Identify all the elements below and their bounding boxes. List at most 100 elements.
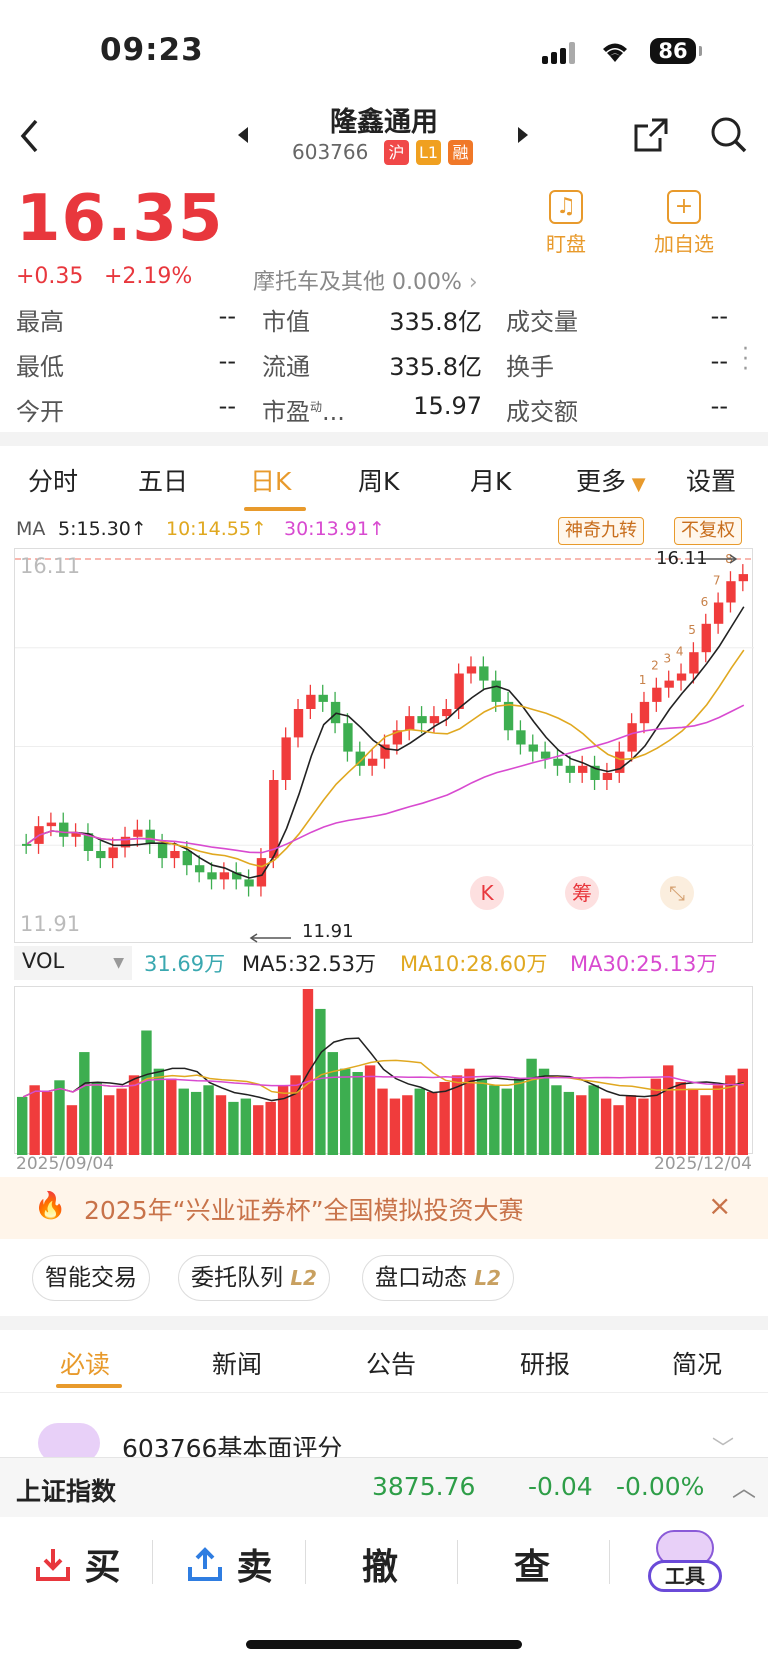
candle bbox=[701, 623, 711, 653]
vol-selector[interactable]: VOL ▼ bbox=[14, 946, 132, 980]
volume-bar bbox=[501, 1088, 512, 1155]
tab-must-read[interactable]: 必读 bbox=[60, 1350, 111, 1379]
stat-low-value: -- bbox=[218, 347, 236, 375]
index-bar[interactable]: 上证指数 3875.76 -0.04 -0.00% ︿ bbox=[0, 1457, 768, 1517]
search-icon[interactable] bbox=[710, 116, 748, 154]
candle bbox=[664, 680, 674, 688]
tab-daily-k[interactable]: 日K bbox=[250, 467, 292, 496]
add-watchlist-button[interactable]: + 加自选 bbox=[654, 190, 714, 257]
candle bbox=[602, 772, 613, 780]
axis-bottom-label: 11.91 bbox=[20, 912, 81, 936]
ma30-value: 30:13.91↑ bbox=[284, 518, 385, 540]
vol-ma30: MA30:25.13万 bbox=[570, 952, 718, 976]
high-label: 16.11 bbox=[656, 548, 708, 569]
candle bbox=[429, 716, 440, 724]
expand-icon[interactable]: ⤡ bbox=[660, 876, 694, 910]
candle bbox=[355, 751, 365, 766]
tools-button[interactable]: 工具 bbox=[648, 1530, 722, 1596]
candle bbox=[540, 751, 551, 759]
volume-bar bbox=[265, 1101, 276, 1155]
stat-volume-label: 成交量 bbox=[506, 308, 578, 336]
fundamental-item[interactable]: 603766基本面评分 ﹀ bbox=[0, 1393, 768, 1457]
stat-amount-value: -- bbox=[710, 392, 728, 420]
candle bbox=[442, 709, 452, 717]
watch-button[interactable]: ♫ 盯盘 bbox=[546, 190, 586, 257]
fire-icon: 🔥 bbox=[34, 1191, 67, 1221]
promo-banner[interactable]: 🔥 2025年“兴业证券杯”全国模拟投资大赛 × bbox=[0, 1177, 768, 1239]
candle bbox=[269, 780, 279, 859]
low-arrow-head bbox=[249, 933, 258, 943]
stat-turnover-label: 换手 bbox=[506, 353, 554, 381]
candle bbox=[219, 872, 230, 880]
tab-intraday[interactable]: 分时 bbox=[28, 467, 79, 496]
volume-bar bbox=[91, 1081, 102, 1155]
axis-top-label: 16.11 bbox=[20, 554, 81, 578]
candle bbox=[108, 847, 118, 859]
candle bbox=[207, 872, 217, 880]
chevron-up-icon: ︿ bbox=[732, 1474, 756, 1502]
divider bbox=[457, 1540, 458, 1584]
tab-news[interactable]: 新闻 bbox=[212, 1350, 263, 1379]
vol-ma-line bbox=[22, 1075, 744, 1098]
nine-turn-mark: 7 bbox=[713, 574, 721, 588]
dropdown-triangle-icon: ▼ bbox=[626, 474, 646, 495]
date-end: 2025/12/04 bbox=[654, 1154, 752, 1174]
back-icon[interactable] bbox=[18, 118, 42, 154]
volume-bar bbox=[277, 1085, 289, 1155]
sell-button[interactable]: 卖 bbox=[186, 1538, 273, 1590]
volume-bar bbox=[402, 1095, 413, 1155]
candle bbox=[553, 758, 563, 766]
chip-marker[interactable]: 筹 bbox=[565, 876, 599, 910]
smart-trade-button[interactable]: 智能交易 bbox=[32, 1255, 150, 1301]
tab-profile[interactable]: 简况 bbox=[672, 1350, 723, 1379]
k-marker[interactable]: K bbox=[470, 876, 504, 910]
chevron-down-icon: ﹀ bbox=[712, 1437, 735, 1457]
order-queue-button[interactable]: 委托队列 L2 bbox=[178, 1255, 330, 1301]
next-stock-icon[interactable] bbox=[516, 126, 530, 144]
tab-more[interactable]: 更多 ▼ bbox=[576, 467, 646, 496]
candle bbox=[133, 829, 143, 837]
prev-stock-icon[interactable] bbox=[236, 126, 250, 144]
volume-bar bbox=[253, 1105, 264, 1155]
volume-bar bbox=[166, 1078, 177, 1155]
stock-name: 隆鑫通用 bbox=[330, 107, 438, 138]
vol-ma5: MA5:32.53万 bbox=[242, 952, 377, 976]
tab-settings[interactable]: 设置 bbox=[686, 467, 737, 496]
nine-turn-button[interactable]: 神奇九转 bbox=[558, 517, 644, 545]
candle bbox=[83, 833, 94, 851]
stat-volume-value: -- bbox=[710, 302, 728, 330]
volume-bar bbox=[414, 1088, 425, 1155]
buy-button[interactable]: 买 bbox=[34, 1538, 121, 1590]
tab-weekly-k[interactable]: 周K bbox=[358, 467, 400, 496]
candle bbox=[652, 687, 662, 702]
share-icon[interactable] bbox=[632, 116, 670, 154]
volume-bar bbox=[464, 1068, 475, 1155]
volume-bar bbox=[576, 1095, 587, 1155]
ma-label: MA bbox=[16, 518, 46, 540]
tab-five-day[interactable]: 五日 bbox=[138, 467, 189, 496]
volume-bar bbox=[215, 1095, 227, 1155]
volume-bar bbox=[340, 1068, 351, 1155]
query-button[interactable]: 查 bbox=[514, 1547, 551, 1588]
volume-bar bbox=[389, 1098, 401, 1155]
tab-research[interactable]: 研报 bbox=[520, 1350, 571, 1379]
bell-icon: ♫ bbox=[549, 190, 583, 224]
candle bbox=[244, 879, 254, 887]
tab-announcements[interactable]: 公告 bbox=[366, 1350, 417, 1379]
stat-open-label: 今开 bbox=[16, 398, 64, 426]
candle bbox=[145, 829, 155, 844]
close-icon[interactable]: × bbox=[708, 1189, 732, 1222]
cancel-button[interactable]: 撤 bbox=[362, 1547, 399, 1588]
ma10-value: 10:14.55↑ bbox=[166, 518, 267, 540]
order-book-button[interactable]: 盘口动态 L2 bbox=[362, 1255, 514, 1301]
volume-bar bbox=[588, 1085, 599, 1155]
more-icon[interactable]: · · · bbox=[742, 337, 749, 382]
volume-bar bbox=[178, 1088, 189, 1155]
candle bbox=[417, 716, 427, 724]
adjust-button[interactable]: 不复权 bbox=[674, 517, 742, 545]
volume-bar bbox=[538, 1068, 550, 1155]
volume-chart[interactable] bbox=[14, 986, 753, 1155]
tab-monthly-k[interactable]: 月K bbox=[470, 467, 512, 496]
sector-link[interactable]: 摩托车及其他 0.00% › bbox=[253, 264, 478, 296]
